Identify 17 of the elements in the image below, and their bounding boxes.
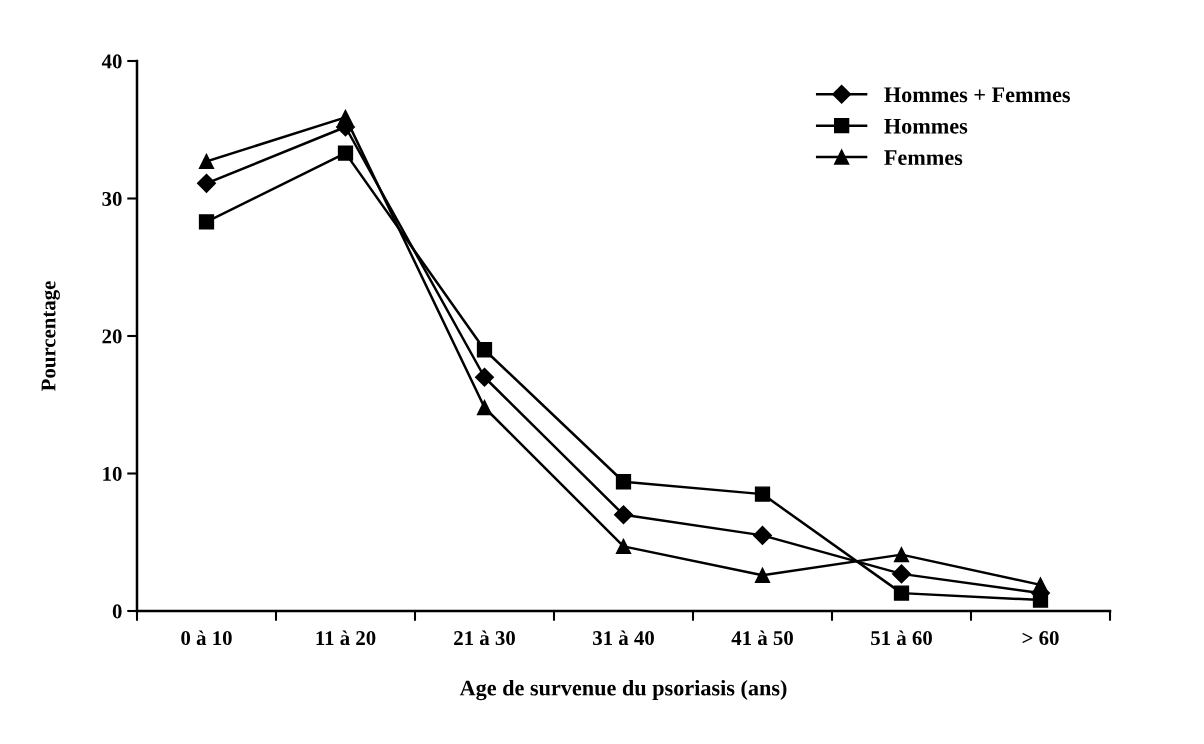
x-tick-label: 51 à 60 (871, 630, 932, 646)
y-tick-label: 20 (102, 329, 122, 344)
y-tick-label: 40 (101, 54, 122, 69)
x-tick-label: 11 à 20 (316, 630, 376, 646)
legend-label: Hommes (884, 118, 968, 134)
y-tick-label: 0 (112, 604, 122, 619)
y-tick-label: 30 (102, 191, 122, 206)
legend-label: Hommes + Femmes (884, 87, 1070, 103)
y-axis-title: Pourcentage (41, 281, 60, 391)
x-axis-title: Age de survenue du psoriasis (ans) (459, 679, 787, 701)
legend-label: Femmes (884, 150, 963, 166)
x-tick-label: 31 à 40 (593, 630, 654, 646)
x-tick-label: 41 à 50 (731, 630, 793, 646)
y-tick-label: 10 (103, 466, 122, 481)
x-tick-label: 21 à 30 (454, 630, 515, 646)
x-tick-label: > 60 (1022, 631, 1059, 646)
x-tick-label: 0 à 10 (181, 630, 232, 646)
